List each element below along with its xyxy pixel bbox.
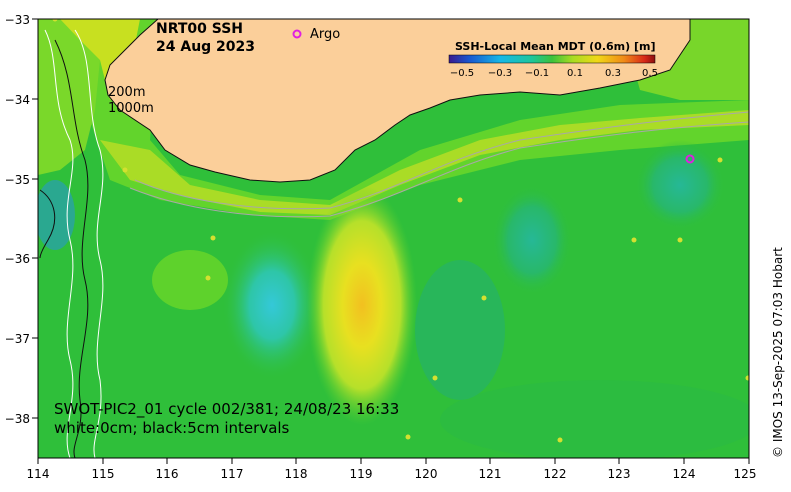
cold-eddy-east	[635, 140, 725, 230]
argo-float-marker[interactable]	[685, 154, 695, 164]
y-tick-label: −35	[5, 173, 30, 187]
y-axis: −33 −34 −35 −36 −37 −38	[5, 13, 38, 426]
y-tick-label: −34	[5, 93, 30, 107]
colorbar-tick: −0.3	[488, 68, 512, 79]
colorbar: SSH-Local Mean MDT (0.6m) [m] −0.5 −0.3 …	[448, 40, 658, 79]
argo-legend-icon	[292, 29, 302, 39]
swot-contour-white	[44, 29, 74, 458]
colorbar-tick: −0.5	[450, 68, 474, 79]
swot-contour-black-2	[39, 189, 56, 259]
x-tick-label: 121	[479, 467, 502, 481]
x-tick-label: 125	[734, 467, 757, 481]
x-tick-label: 114	[27, 467, 50, 481]
cold-eddy-central	[492, 185, 572, 295]
isobath-200m	[134, 111, 749, 210]
map-title: NRT00 SSH	[156, 21, 243, 37]
colorbar-title: SSH-Local Mean MDT (0.6m) [m]	[455, 40, 655, 53]
x-axis: 114 115 116 117 118 119 120 121 122 123 …	[27, 458, 757, 481]
swot-caption-line2: white:0cm; black:5cm intervals	[54, 419, 290, 437]
colorbar-tick: 0.1	[567, 68, 583, 79]
warm-eddy	[307, 185, 417, 425]
x-tick-label: 119	[350, 467, 373, 481]
y-tick-label: −38	[5, 412, 30, 426]
x-tick-label: 118	[285, 467, 308, 481]
warm-patch-sw	[152, 250, 228, 310]
x-tick-label: 123	[608, 467, 631, 481]
x-tick-label: 124	[673, 467, 696, 481]
swot-contour-black	[54, 39, 89, 458]
map-date: 24 Aug 2023	[156, 39, 255, 55]
y-tick-label: −36	[5, 252, 30, 266]
y-tick-label: −33	[5, 13, 30, 27]
plot-frame	[37, 18, 750, 459]
argo-legend-label: Argo	[310, 27, 340, 42]
x-tick-label: 116	[156, 467, 179, 481]
colorbar-tick: −0.1	[525, 68, 549, 79]
colorbar-tick: 0.5	[642, 68, 658, 79]
cold-eddy-west	[222, 230, 322, 380]
central-cool-patch	[415, 260, 505, 400]
isobath-label-1000m: 1000m	[108, 101, 154, 116]
imos-credit: © IMOS 13-Sep-2025 07:03 Hobart	[771, 247, 785, 458]
obs-dots	[52, 19, 749, 443]
plot-area	[38, 19, 749, 458]
x-tick-label: 120	[415, 467, 438, 481]
x-tick-label: 115	[92, 467, 115, 481]
isobath-1000m	[129, 121, 749, 218]
swot-caption-line1: SWOT-PIC2_01 cycle 002/381; 24/08/23 16:…	[54, 400, 399, 419]
west-coastal-band	[38, 19, 110, 175]
shelf-warm-strip	[100, 110, 749, 215]
south-patch	[440, 380, 749, 458]
swot-contour-white-2	[74, 29, 104, 458]
x-tick-label: 122	[544, 467, 567, 481]
isobath-label-200m: 200m	[108, 85, 145, 100]
y-tick-label: −37	[5, 332, 30, 346]
colorbar-tick: 0.3	[605, 68, 621, 79]
swot-cold-patch	[38, 180, 75, 250]
colorbar-ramp	[448, 54, 656, 64]
x-tick-label: 117	[221, 467, 244, 481]
